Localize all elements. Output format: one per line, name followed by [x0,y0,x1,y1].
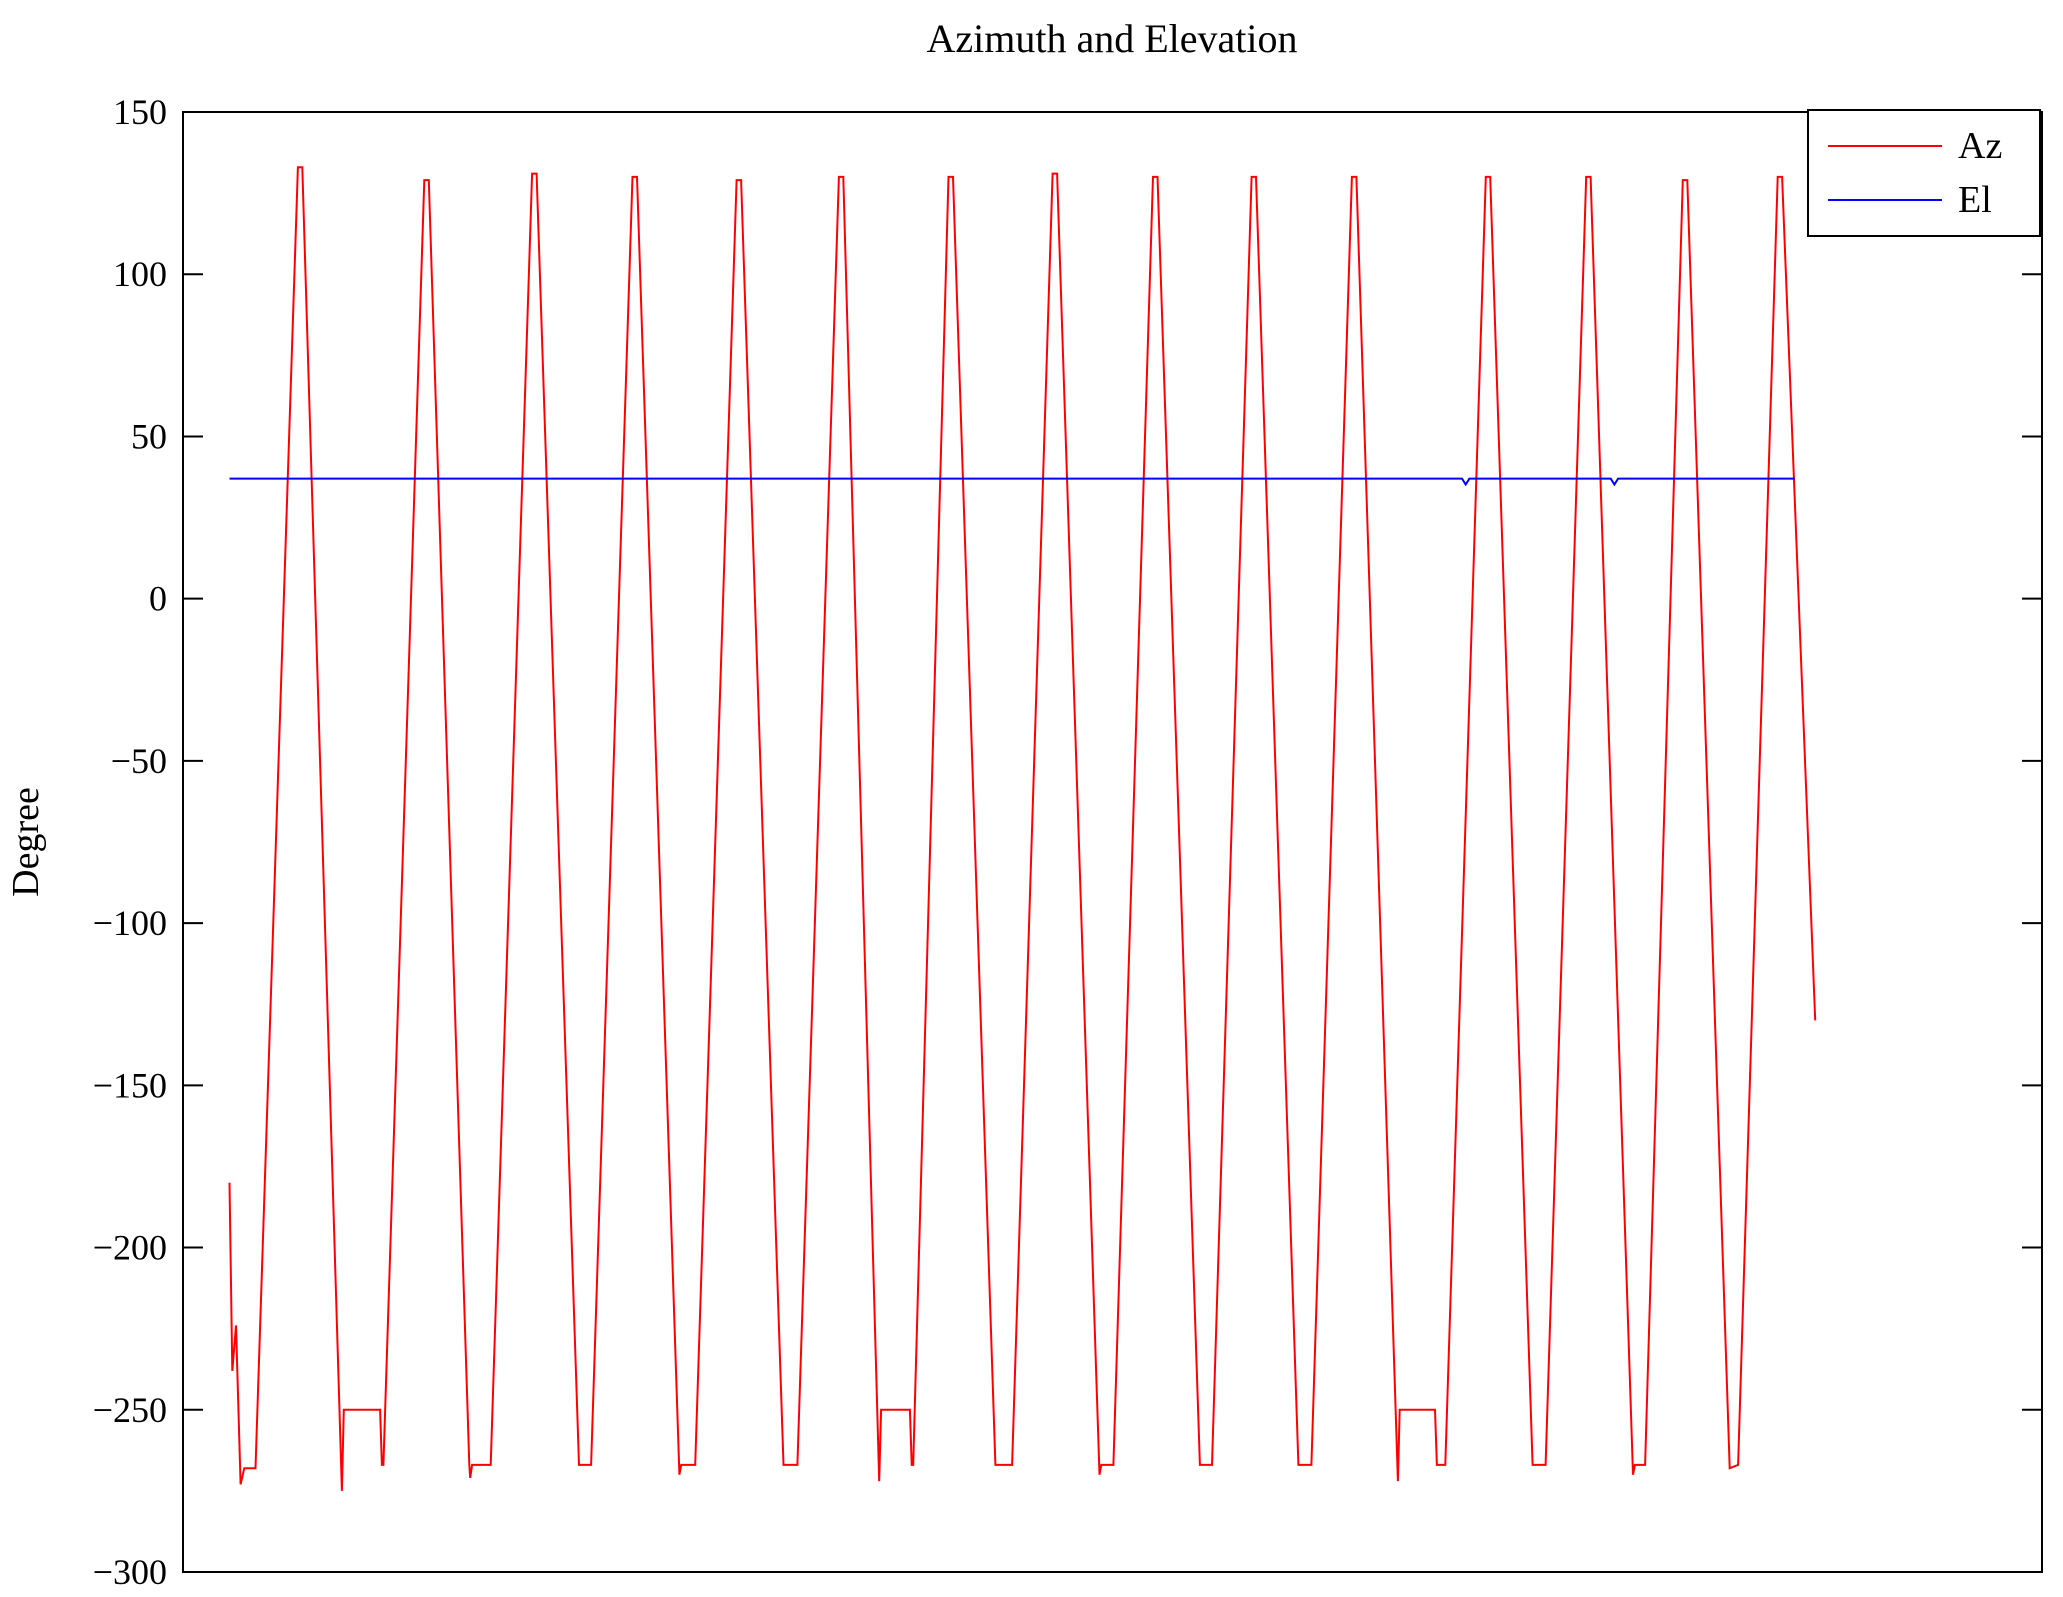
legend-label-az: Az [1958,125,2002,167]
plot-area [182,111,2043,1573]
data-series [228,166,1817,1491]
y-tick-label: 0 [149,579,167,619]
y-tick-label: 150 [113,92,167,132]
legend-box [1807,109,2041,237]
chart-title: Azimuth and Elevation [926,16,1297,61]
y-tick-label: −150 [93,1065,167,1105]
legend: Az El [1807,109,2041,237]
series-line-el [229,477,1795,487]
y-tick-label: −300 [93,1552,167,1592]
y-tick-label: −100 [93,903,167,943]
y-tick-label: −250 [93,1390,167,1430]
y-tick-label: −50 [111,741,167,781]
y-tick-label: 50 [131,416,167,456]
series-line-az [228,166,1817,1491]
y-tick-label: 100 [113,254,167,294]
y-axis-ticks: 150 100 50 0 −50 −100 −150 −200 −250 −300 [93,92,2042,1592]
legend-label-el: El [1958,179,1992,221]
y-tick-label: −200 [93,1228,167,1268]
y-axis-label: Degree [5,787,47,897]
